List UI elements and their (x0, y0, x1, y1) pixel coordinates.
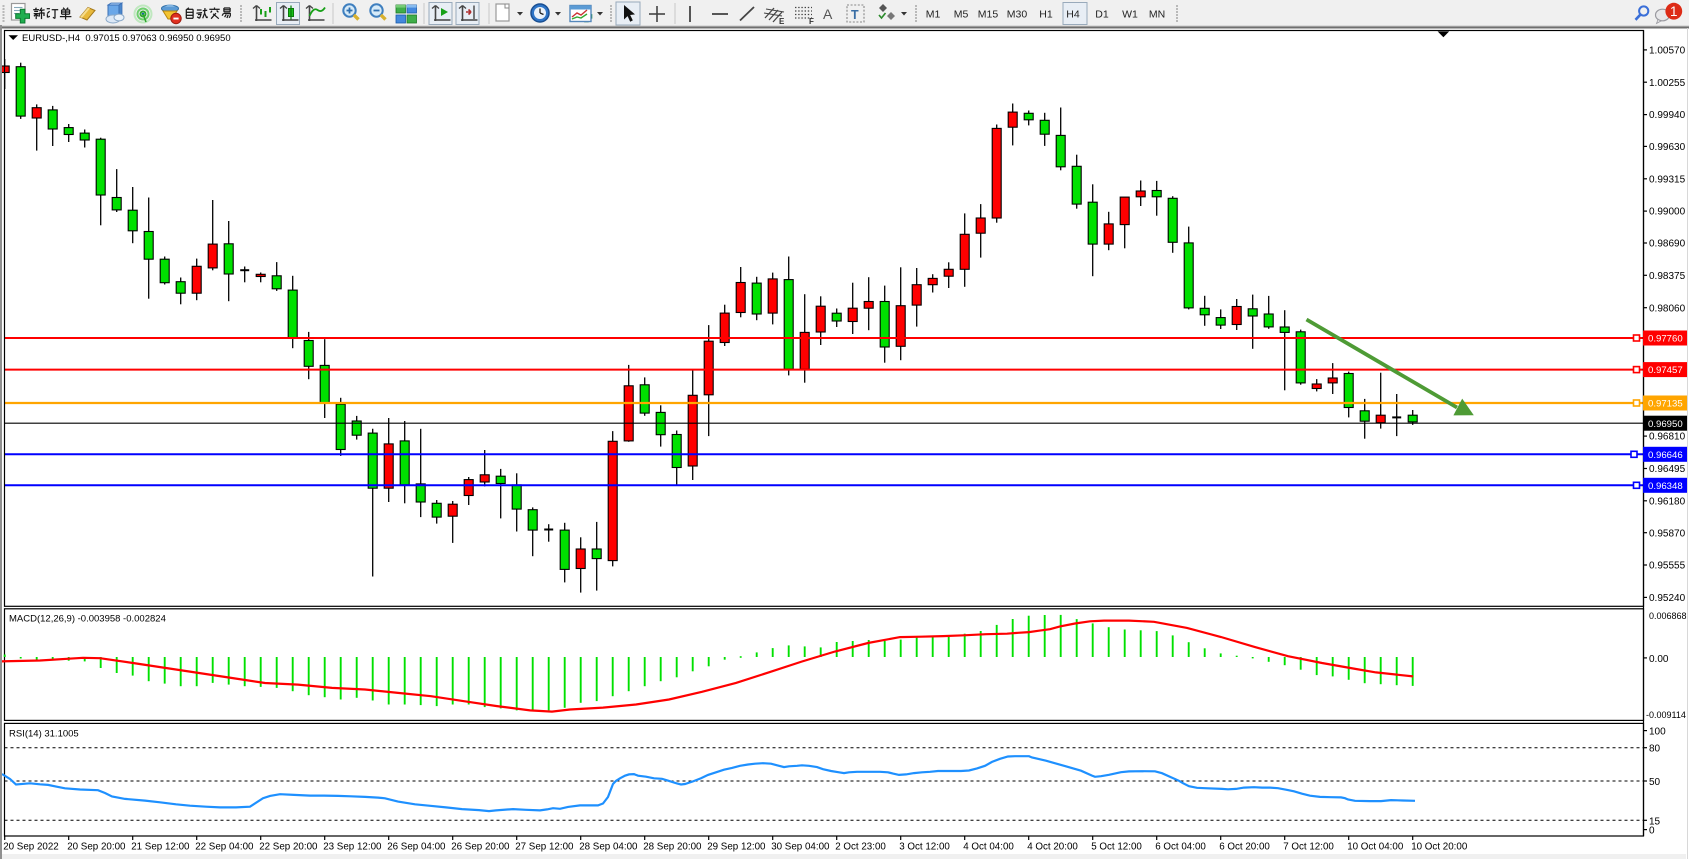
svg-text:E: E (779, 17, 785, 26)
svg-text:D1: D1 (1095, 9, 1109, 21)
svg-text:0.95555: 0.95555 (1649, 561, 1686, 572)
svg-text:22 Sep 20:00: 22 Sep 20:00 (259, 842, 318, 853)
svg-text:10 Oct 04:00: 10 Oct 04:00 (1347, 842, 1404, 853)
svg-text:F: F (809, 17, 814, 26)
svg-text:0.98060: 0.98060 (1649, 303, 1686, 314)
svg-text:20 Sep 2022: 20 Sep 2022 (3, 842, 59, 853)
svg-text:4 Oct 20:00: 4 Oct 20:00 (1027, 842, 1078, 853)
svg-text:0.96950: 0.96950 (1648, 419, 1683, 430)
svg-text:A: A (823, 6, 833, 22)
svg-text:0.99940: 0.99940 (1649, 110, 1686, 121)
svg-text:6 Oct 04:00: 6 Oct 04:00 (1155, 842, 1206, 853)
svg-text:M5: M5 (954, 9, 969, 21)
svg-text:T: T (851, 8, 859, 22)
svg-text:23 Sep 12:00: 23 Sep 12:00 (323, 842, 382, 853)
svg-text:28 Sep 20:00: 28 Sep 20:00 (643, 842, 702, 853)
svg-text:50: 50 (1649, 777, 1661, 788)
svg-text:0.00: 0.00 (1649, 654, 1669, 665)
svg-text:H4: H4 (1066, 9, 1080, 21)
svg-text:0.95240: 0.95240 (1649, 593, 1686, 604)
svg-text:0.99000: 0.99000 (1649, 207, 1686, 218)
svg-text:21 Sep 12:00: 21 Sep 12:00 (131, 842, 190, 853)
svg-text:EURUSD-,H4 0.97015 0.97063 0.: EURUSD-,H4 0.97015 0.97063 0.96950 0.969… (22, 33, 231, 44)
svg-text:MN: MN (1149, 9, 1165, 21)
svg-text:1: 1 (1670, 4, 1678, 19)
svg-text:26 Sep 20:00: 26 Sep 20:00 (451, 842, 510, 853)
svg-text:80: 80 (1649, 744, 1661, 755)
svg-text:0.006868: 0.006868 (1649, 611, 1687, 621)
svg-text:28 Sep 04:00: 28 Sep 04:00 (579, 842, 638, 853)
svg-text:7 Oct 12:00: 7 Oct 12:00 (1283, 842, 1334, 853)
svg-text:100: 100 (1649, 727, 1666, 738)
svg-text:0.98375: 0.98375 (1649, 271, 1686, 282)
svg-text:0.96180: 0.96180 (1649, 496, 1686, 507)
svg-text:0.95870: 0.95870 (1649, 528, 1686, 539)
svg-text:3 Oct 12:00: 3 Oct 12:00 (899, 842, 950, 853)
svg-text:0.97457: 0.97457 (1648, 365, 1683, 376)
svg-text:0: 0 (1649, 826, 1655, 837)
svg-text:0.96810: 0.96810 (1649, 432, 1686, 443)
svg-text:H1: H1 (1039, 9, 1053, 21)
svg-text:5 Oct 12:00: 5 Oct 12:00 (1091, 842, 1142, 853)
svg-text:W1: W1 (1122, 9, 1138, 21)
svg-text:M1: M1 (926, 9, 941, 21)
svg-text:M15: M15 (978, 9, 999, 21)
svg-text:M30: M30 (1007, 9, 1028, 21)
svg-text:27 Sep 12:00: 27 Sep 12:00 (515, 842, 574, 853)
svg-text:2 Oct 23:00: 2 Oct 23:00 (835, 842, 886, 853)
svg-text:RSI(14) 31.1005: RSI(14) 31.1005 (9, 729, 79, 740)
svg-text:10 Oct 20:00: 10 Oct 20:00 (1411, 842, 1468, 853)
svg-text:20 Sep 20:00: 20 Sep 20:00 (67, 842, 126, 853)
svg-text:0.98690: 0.98690 (1649, 239, 1686, 250)
svg-text:26 Sep 04:00: 26 Sep 04:00 (387, 842, 446, 853)
svg-text:0.97760: 0.97760 (1648, 334, 1683, 345)
svg-text:0.96348: 0.96348 (1648, 481, 1683, 492)
svg-text:-0.009114: -0.009114 (1646, 710, 1686, 720)
svg-text:1.00570: 1.00570 (1649, 46, 1686, 57)
svg-text:0.99630: 0.99630 (1649, 142, 1686, 153)
svg-text:0.99315: 0.99315 (1649, 174, 1686, 185)
svg-text:0.97135: 0.97135 (1648, 399, 1683, 410)
svg-text:MACD(12,26,9) -0.003958 -0.002: MACD(12,26,9) -0.003958 -0.002824 (9, 614, 166, 625)
svg-text:6 Oct 20:00: 6 Oct 20:00 (1219, 842, 1270, 853)
svg-text:29 Sep 12:00: 29 Sep 12:00 (707, 842, 766, 853)
svg-text:0.96495: 0.96495 (1649, 464, 1686, 475)
svg-text:4 Oct 04:00: 4 Oct 04:00 (963, 842, 1014, 853)
svg-text:0.96646: 0.96646 (1648, 450, 1683, 461)
svg-text:22 Sep 04:00: 22 Sep 04:00 (195, 842, 254, 853)
svg-text:1.00255: 1.00255 (1649, 78, 1686, 89)
svg-text:30 Sep 04:00: 30 Sep 04:00 (771, 842, 830, 853)
